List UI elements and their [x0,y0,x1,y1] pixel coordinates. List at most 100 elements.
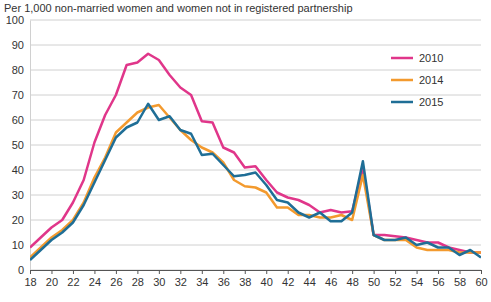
x-tick-mark [51,270,52,274]
grid [30,20,481,270]
x-tick-mark [180,270,181,274]
x-tick-label: 52 [389,276,401,288]
grid-line [30,70,481,71]
series-line [30,104,481,260]
x-tick-mark [202,270,203,274]
legend-swatch [391,57,413,60]
x-tick-label: 56 [432,276,444,288]
x-tick: 40 [261,270,273,288]
legend-label: 2015 [419,96,443,108]
lines [30,54,481,260]
y-tick: 20 [12,214,30,226]
legend: 2010 2014 2015 [391,52,443,108]
legend-swatch [391,101,413,104]
x-tick-label: 20 [46,276,58,288]
x-tick-mark [352,270,353,274]
legend-label: 2010 [419,52,443,64]
x-tick-mark [30,270,31,274]
x-tick: 24 [89,270,101,288]
y-tick-label: 30 [12,189,24,201]
x-tick-mark [438,270,439,274]
x-tick: 38 [239,270,251,288]
x-tick-label: 36 [218,276,230,288]
x-tick: 34 [196,270,208,288]
x-tick-label: 40 [261,276,273,288]
series-line [30,54,481,253]
x-tick-mark [460,270,461,274]
y-tick: 40 [12,164,30,176]
x-tick: 56 [432,270,444,288]
x-tick-label: 44 [304,276,316,288]
y-axis-title: Per 1,000 non-married women and women no… [4,2,353,14]
x-tick-label: 60 [475,276,487,288]
y-tick: 90 [12,39,30,51]
x-tick-label: 46 [325,276,337,288]
x-tick-label: 26 [110,276,122,288]
x-axis: 18 20 22 24 26 28 30 32 34 36 38 40 42 44 46 48 50 52 54 56… [24,270,487,288]
x-tick: 52 [389,270,401,288]
x-tick-label: 22 [67,276,79,288]
x-tick-label: 28 [132,276,144,288]
x-tick: 36 [218,270,230,288]
y-tick: 80 [12,64,30,76]
y-tick: 30 [12,189,30,201]
x-tick: 26 [110,270,122,288]
x-axis-line [31,271,482,275]
y-tick-label: 100 [6,14,24,26]
x-tick-mark [266,270,267,274]
x-tick-label: 24 [89,276,101,288]
y-tick-label: 80 [12,64,24,76]
grid-line [30,145,481,146]
x-tick-mark [245,270,246,274]
y-tick: 60 [12,114,30,126]
legend-swatch [391,79,413,82]
x-tick-label: 50 [368,276,380,288]
legend-label: 2014 [419,74,443,86]
chart: 0 10 20 30 40 50 60 70 80 90 100 18 20 22 24 26 28 30 32 34… [0,0,491,302]
y-tick: 70 [12,89,30,101]
x-tick-mark [395,270,396,274]
x-tick: 30 [153,270,165,288]
x-tick: 32 [175,270,187,288]
x-tick: 50 [368,270,380,288]
x-tick: 28 [132,270,144,288]
y-tick-label: 0 [18,264,24,276]
y-tick-label: 90 [12,39,24,51]
y-tick-label: 60 [12,114,24,126]
x-tick: 58 [454,270,466,288]
x-tick-mark [116,270,117,274]
x-tick: 22 [67,270,79,288]
grid-line [30,120,481,121]
x-tick-label: 34 [196,276,208,288]
series-line [30,105,481,258]
x-tick-label: 48 [347,276,359,288]
y-tick-label: 10 [12,239,24,251]
grid-line [30,45,481,46]
x-tick-mark [288,270,289,274]
x-tick: 18 [24,270,36,288]
x-tick-label: 38 [239,276,251,288]
y-axis: 0 10 20 30 40 50 60 70 80 90 100 [6,14,31,276]
x-tick-label: 58 [454,276,466,288]
x-tick-mark [417,270,418,274]
y-tick: 50 [12,139,30,151]
x-tick-mark [309,270,310,274]
y-tick-label: 40 [12,164,24,176]
x-tick: 20 [46,270,58,288]
x-tick-mark [374,270,375,274]
x-tick-mark [137,270,138,274]
x-tick-label: 54 [411,276,423,288]
grid-line [30,195,481,196]
x-tick: 42 [282,270,294,288]
x-tick-label: 32 [175,276,187,288]
y-tick-label: 50 [12,139,24,151]
y-tick: 0 [18,264,30,276]
x-tick-mark [159,270,160,274]
x-tick-label: 42 [282,276,294,288]
x-tick-mark [94,270,95,274]
x-tick-mark [331,270,332,274]
x-tick-label: 30 [153,276,165,288]
y-tick: 10 [12,239,30,251]
x-tick-mark [223,270,224,274]
x-tick: 48 [347,270,359,288]
